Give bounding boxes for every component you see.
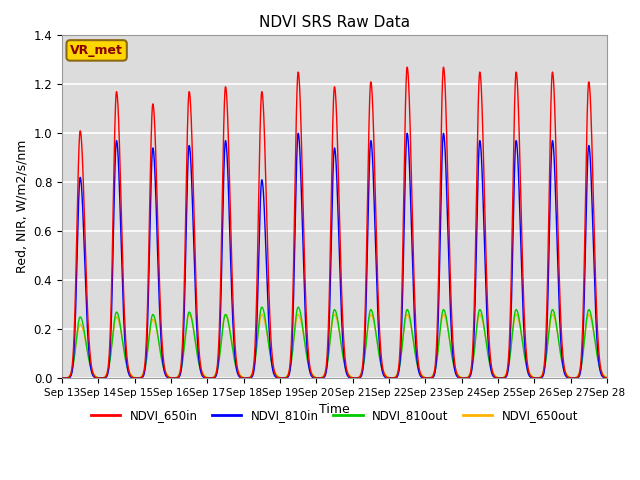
Text: VR_met: VR_met <box>70 44 123 57</box>
X-axis label: Time: Time <box>319 404 350 417</box>
Y-axis label: Red, NIR, W/m2/s/nm: Red, NIR, W/m2/s/nm <box>15 140 28 274</box>
Title: NDVI SRS Raw Data: NDVI SRS Raw Data <box>259 15 410 30</box>
Legend: NDVI_650in, NDVI_810in, NDVI_810out, NDVI_650out: NDVI_650in, NDVI_810in, NDVI_810out, NDV… <box>86 405 583 427</box>
